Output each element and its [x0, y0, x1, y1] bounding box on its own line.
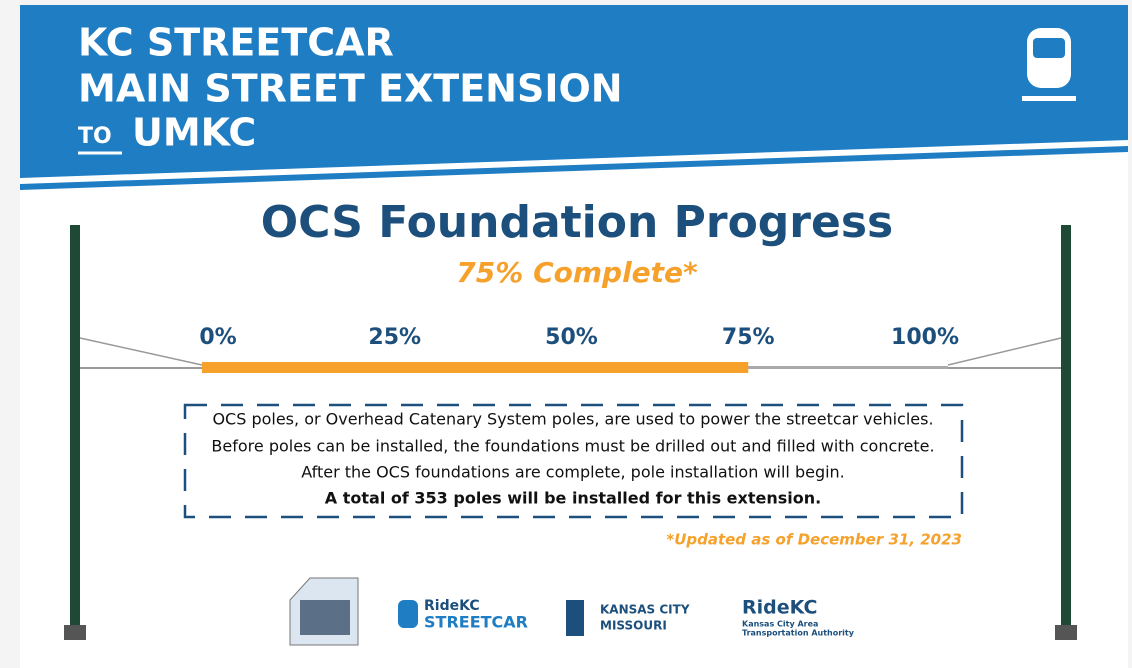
tick-label: 75%: [722, 325, 775, 350]
title: OCS Foundation Progress: [261, 197, 893, 248]
description-box: [183, 403, 964, 519]
tick-label: 100%: [891, 325, 959, 350]
poles: [64, 225, 1077, 640]
description-line: Before poles can be installed, the found…: [211, 437, 934, 456]
description-line: After the OCS foundations are complete, …: [301, 463, 845, 482]
description-line: OCS poles, or Overhead Catenary System p…: [212, 410, 933, 429]
streetcar-icon: [1022, 28, 1076, 101]
logo-text: MISSOURI: [600, 619, 667, 633]
header-line: MAIN STREET EXTENSION: [78, 67, 623, 111]
tick-label: 25%: [368, 325, 421, 350]
logo-text: RideKC: [742, 597, 817, 619]
logo-text: KANSAS CITY: [600, 603, 690, 617]
header-band: [20, 5, 1128, 178]
header-line: KC STREETCAR: [78, 21, 394, 65]
logo-text: Transportation Authority: [742, 629, 855, 638]
logo-text: Kansas City Area: [742, 620, 818, 629]
header-line: UMKC: [132, 111, 256, 155]
tick-label: 50%: [545, 325, 598, 350]
logo-icon: [398, 600, 418, 628]
logo-text: RideKC: [424, 598, 480, 614]
logo-icon: [566, 600, 584, 636]
subtitle: 75% Complete*: [456, 256, 698, 289]
header-stripe: [20, 146, 1128, 190]
logo-text: STREETCAR: [424, 613, 528, 632]
progress-bar: 0% 25% 50% 75% 100%: [199, 325, 959, 373]
tick-label: 0%: [199, 325, 236, 350]
description-line: A total of 353 poles will be installed f…: [325, 489, 821, 508]
footnote: *Updated as of December 31, 2023: [666, 531, 962, 549]
progress-fill: [202, 362, 749, 373]
header-to: TO: [78, 124, 112, 149]
logo-kcsa: [289, 577, 359, 646]
